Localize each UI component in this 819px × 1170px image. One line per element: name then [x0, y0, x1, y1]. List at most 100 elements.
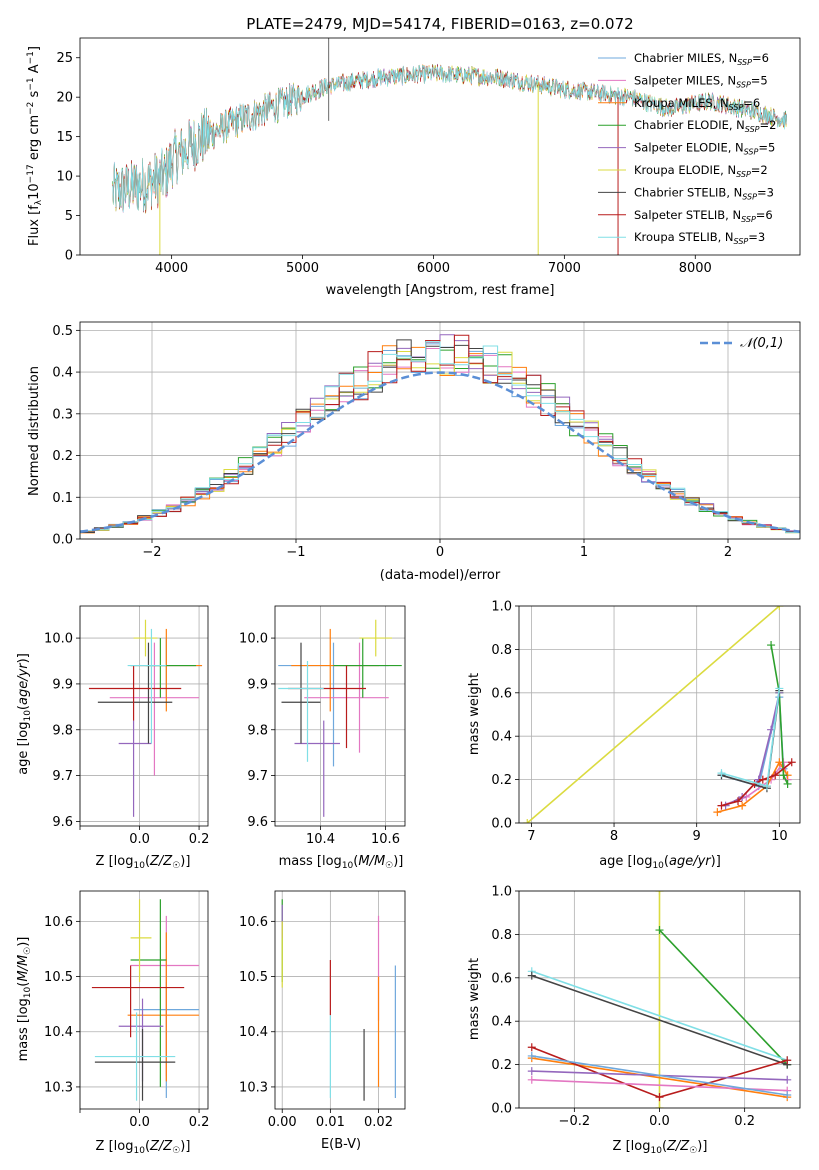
mass_vs_Z-plot-area — [91, 899, 200, 1101]
legend-entry: Kroupa MILES, NSSP=6 — [634, 96, 760, 112]
mass_vs_ebv-ytick-label: 10.3 — [239, 1080, 268, 1095]
spectrum-xlabel: wavelength [Angstrom, rest frame] — [326, 283, 555, 298]
spectrum-xtick-label: 8000 — [679, 261, 712, 276]
spectrum-panel: PLATE=2479, MJD=54174, FIBERID=0163, z=0… — [26, 15, 801, 298]
spectrum-ytick-label: 15 — [56, 130, 73, 145]
weight_vs_age-xtick-label: 7 — [527, 829, 535, 844]
weight_vs_Z-marker — [527, 971, 536, 980]
weight-z-xlabel: Z [log10(Z/Z☉)] — [613, 1139, 708, 1156]
residuals-ytick-label: 0.3 — [52, 407, 73, 422]
mass-ebv-xlabel: E(B-V) — [321, 1137, 361, 1152]
age_vs_mass-axes: 10.4 10.6 9.6 9.7 9.8 9.9 10.0 — [239, 632, 400, 847]
spectrum-series-line — [112, 65, 787, 213]
residuals-frame — [79, 321, 801, 540]
weight_vs_Z-frame — [518, 890, 801, 1109]
weight_vs_Z-marker — [655, 891, 664, 895]
weight-z-ylabel: mass weight — [467, 958, 482, 1040]
age_vs_mass-grid — [275, 606, 405, 826]
age_vs_Z-axes: 0.0 0.2 9.6 9.7 9.8 9.9 10.0 — [44, 632, 209, 847]
weight_vs_age-ytick-label: 0.2 — [491, 773, 512, 788]
mass-vs-metallicity-panel: Z [log10(Z/Z☉)] mass [log10(M/M☉)] 0.0 0.… — [16, 890, 210, 1156]
weight_vs_Z-plot-area — [527, 891, 792, 1108]
mass_vs_ebv-ytick-label: 10.6 — [239, 915, 268, 930]
age-vs-metallicity-panel: Z [log10(Z/Z☉)] age [log10(age/yr)] 0.0 0… — [16, 605, 209, 871]
residuals-plot-area — [80, 334, 800, 539]
mass_vs_ebv-frame — [274, 890, 406, 1110]
weight_vs_Z-marker — [527, 1043, 536, 1052]
age_vs_mass-frame — [274, 605, 406, 827]
age_vs_Z-ytick-label: 9.8 — [52, 723, 73, 738]
age_vs_Z-ytick-label: 9.6 — [52, 815, 73, 830]
weight_vs_Z-ytick-label: 0.4 — [491, 1015, 512, 1030]
mass_vs_ebv-xtick-label: 0.02 — [364, 1115, 393, 1130]
residuals-xtick-label: 2 — [724, 545, 732, 560]
weight_vs_age-ytick-label: 0.0 — [491, 817, 512, 832]
residuals-panel: (data-model)/error Normed distribution −… — [27, 321, 801, 583]
age_vs_mass-xtick-label: 10.6 — [371, 832, 400, 847]
mass_vs_ebv-axes: 0.00 0.01 0.02 10.3 10.4 10.5 10.6 — [239, 915, 393, 1130]
weight_vs_age-plot-area — [523, 606, 796, 823]
legend-entry: Salpeter ELODIE, NSSP=5 — [634, 141, 775, 157]
weight_vs_age-series-line — [721, 690, 781, 790]
residuals-xtick-label: −2 — [142, 545, 161, 560]
weight_vs_Z-marker — [527, 1067, 536, 1076]
legend-entry: Salpeter MILES, NSSP=5 — [634, 73, 768, 89]
residuals-xtick-label: 1 — [580, 545, 588, 560]
weight_vs_age-xtick-label: 9 — [693, 829, 701, 844]
weight_vs_age-marker — [775, 606, 784, 610]
mass_vs_Z-ytick-label: 10.5 — [44, 970, 73, 985]
weight_vs_age-marker — [758, 775, 767, 784]
weight_vs_Z-ytick-label: 1.0 — [491, 885, 512, 900]
weight_vs_Z-marker — [655, 1104, 664, 1108]
residuals-ytick-label: 0.2 — [52, 449, 73, 464]
mass_vs_ebv-ytick-label: 10.4 — [239, 1025, 268, 1040]
weight_vs_age-ytick-label: 0.8 — [491, 643, 512, 658]
weight_vs_age-ytick-label: 0.4 — [491, 730, 512, 745]
weight_vs_Z-xtick-label: 0.2 — [734, 1114, 755, 1129]
weight_vs_Z-ytick-label: 0.0 — [491, 1102, 512, 1117]
mass_vs_ebv-grid — [275, 891, 405, 1109]
weight_vs_age-xtick-label: 10 — [771, 829, 788, 844]
residuals-ytick-label: 0.0 — [52, 533, 73, 548]
weight_vs_Z-axes: −0.2 0.0 0.2 0.0 0.2 0.4 0.6 0.8 1.0 — [491, 885, 755, 1130]
spectrum-plot-area — [112, 38, 787, 255]
weight_vs_age-marker — [779, 771, 788, 780]
spectrum-ytick-label: 5 — [65, 209, 73, 224]
weight_vs_Z-series-line — [531, 974, 788, 1066]
weight_vs_age-marker — [738, 801, 747, 810]
weight_vs_age-ytick-label: 0.6 — [491, 686, 512, 701]
age-z-xlabel: Z [log10(Z/Z☉)] — [96, 854, 191, 871]
spectrum-ytick-label: 20 — [56, 91, 73, 106]
normal-curve — [80, 371, 800, 533]
legend-entry: Kroupa ELODIE, NSSP=2 — [634, 163, 768, 179]
mass_vs_Z-xtick-label: 0.0 — [129, 1115, 150, 1130]
weight_vs_Z-ytick-label: 0.6 — [491, 971, 512, 986]
mass_vs_Z-xtick-label: 0.2 — [189, 1115, 210, 1130]
weight_vs_age-frame — [518, 605, 801, 824]
spectrum-ylabel: Flux [fλ10−17 erg cm−2 s−1 A−1] — [26, 46, 44, 246]
mass_vs_Z-grid — [79, 891, 208, 1109]
spectrum-title: PLATE=2479, MJD=54174, FIBERID=0163, z=0… — [246, 15, 633, 33]
weight_vs_age-grid — [519, 605, 800, 824]
age_vs_mass-ytick-label: 9.6 — [247, 815, 268, 830]
weight_vs_age-marker — [775, 684, 784, 693]
age_vs_Z-xtick-label: 0.0 — [129, 832, 150, 847]
residual-histogram — [80, 341, 800, 539]
legend-entry: Kroupa STELIB, NSSP=3 — [634, 230, 765, 246]
weight_vs_Z-ytick-label: 0.8 — [491, 928, 512, 943]
mass_vs_ebv-xtick-label: 0.00 — [268, 1115, 297, 1130]
age-vs-mass-panel: mass [log10(M/M☉)] 10.4 10.69.69.79.89.91… — [239, 605, 406, 871]
age-mass-xlabel: mass [log10(M/M☉)] — [279, 854, 404, 871]
mass-vs-ebv-panel: E(B-V) 0.00 0.01 0.02 10.3 10.4 10.5 10.6 — [239, 890, 406, 1152]
mass_vs_ebv-xtick-label: 0.01 — [316, 1115, 345, 1130]
age_vs_Z-plot-area — [88, 619, 203, 817]
weight_vs_Z-series-line — [658, 929, 788, 1066]
weight_vs_Z-series-line — [531, 1055, 788, 1096]
residuals-xlabel: (data-model)/error — [380, 568, 501, 583]
residuals-xtick-label: −1 — [286, 545, 305, 560]
mass_vs_ebv-plot-area — [281, 899, 396, 1101]
age_vs_Z-ytick-label: 9.9 — [52, 677, 73, 692]
weight_vs_age-marker — [762, 782, 771, 791]
weight_vs_age-marker — [717, 801, 726, 810]
mass-z-ylabel: mass [log10(M/M☉)] — [16, 937, 33, 1062]
